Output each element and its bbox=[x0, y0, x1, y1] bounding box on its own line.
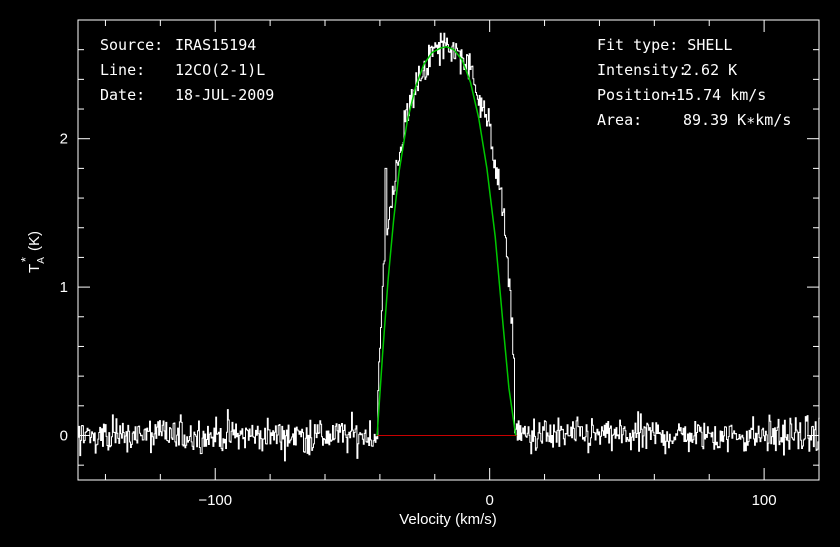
area-value: 89.39 K∗km/s bbox=[683, 111, 791, 129]
x-tick-label: 100 bbox=[752, 492, 777, 509]
fit-type: Fit type: SHELL bbox=[597, 36, 732, 54]
line-value: 12CO(2-1)L bbox=[175, 61, 265, 79]
y-axis-label-unit: (K) bbox=[26, 231, 43, 251]
x-axis-label: Velocity (km/s) bbox=[399, 511, 497, 528]
axis-ticks: −100 0 100 0 1 2 bbox=[60, 20, 820, 509]
intensity-value: 2.62 K bbox=[683, 61, 737, 79]
date-value: 18-JUL-2009 bbox=[175, 86, 274, 104]
x-tick-label: 0 bbox=[485, 492, 493, 509]
intensity-label: Intensity: bbox=[597, 61, 687, 79]
y-tick-label: 0 bbox=[60, 427, 68, 444]
x-tick-label: −100 bbox=[198, 492, 232, 509]
position-label: Position: bbox=[597, 86, 678, 104]
y-tick-label: 1 bbox=[60, 279, 68, 296]
y-axis-label-main: T bbox=[26, 264, 43, 273]
y-tick-label: 2 bbox=[60, 131, 68, 148]
y-axis-label-sub: A bbox=[36, 257, 47, 264]
y-axis-label: TA* (K) bbox=[18, 231, 47, 273]
fit-curve bbox=[376, 45, 517, 436]
area-label: Area: bbox=[597, 111, 642, 129]
line-label: Line: bbox=[100, 61, 145, 79]
svg-text:TA*(K): TA* (K) bbox=[18, 231, 47, 273]
y-axis-label-sup: * bbox=[18, 257, 33, 262]
data-layer bbox=[78, 32, 820, 462]
source-value: IRAS15194 bbox=[175, 36, 256, 54]
plot-frame bbox=[77, 19, 820, 481]
date-label: Date: bbox=[100, 86, 145, 104]
source-label: Source: bbox=[100, 36, 163, 54]
position-value: −15.74 km/s bbox=[667, 86, 766, 104]
